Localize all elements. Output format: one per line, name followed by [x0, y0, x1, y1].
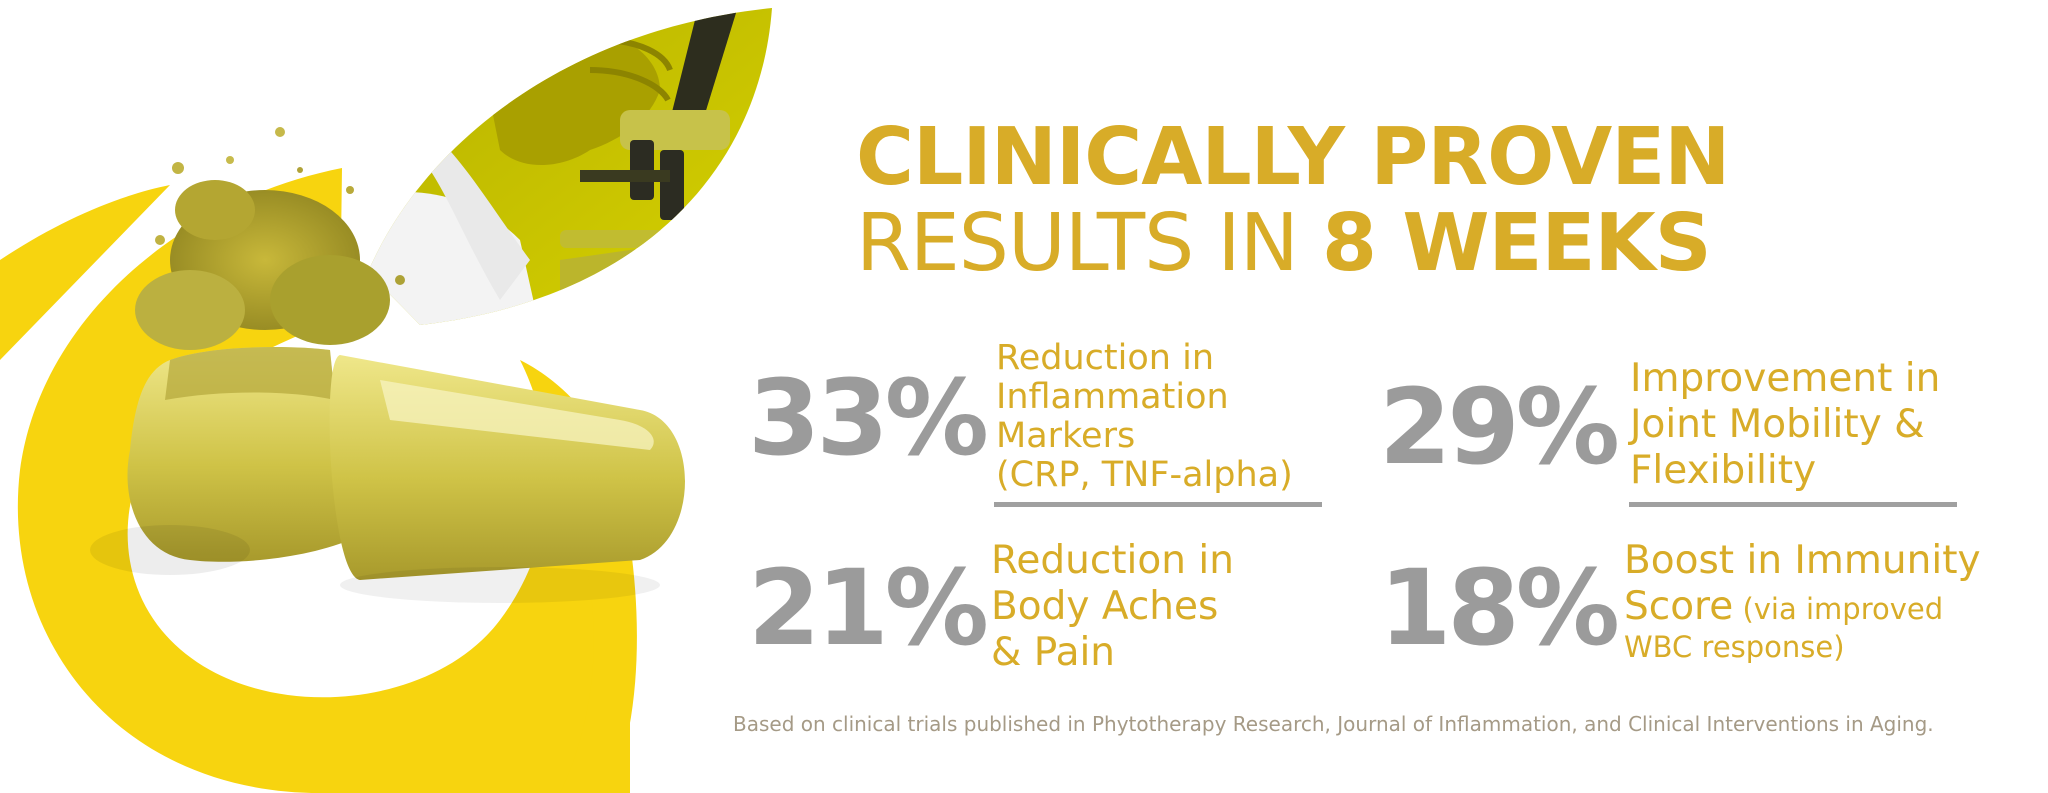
headline-line-1: CLINICALLY PROVEN: [856, 111, 1730, 203]
stat-description: Improvement in Joint Mobility & Flexibil…: [1630, 356, 1940, 494]
stat-divider: [1629, 502, 1957, 507]
stat-divider: [994, 502, 1322, 507]
stat-line-part: (via improved: [1733, 592, 1944, 626]
stat-description: Reduction in Body Aches & Pain: [991, 538, 1234, 676]
stat-line: Joint Mobility &: [1630, 402, 1925, 447]
powder-cloud: [135, 127, 405, 350]
stat-value: 21%: [748, 547, 989, 669]
hero-artwork: [0, 8, 772, 793]
stat-value: 18%: [1379, 547, 1620, 669]
stat-line: Inflammation: [996, 377, 1229, 417]
stat-line: Boost in Immunity: [1624, 538, 1981, 583]
stat-line: Reduction in: [996, 338, 1214, 378]
stat-line: Flexibility: [1630, 448, 1817, 493]
headline: CLINICALLY PROVEN RESULTS IN 8 WEEKS: [856, 111, 1730, 286]
stat-line: & Pain: [991, 630, 1116, 675]
headline-line-2: RESULTS IN 8 WEEKS: [856, 200, 1729, 286]
stat-line-part: Score: [1624, 584, 1734, 629]
stat-line: Markers: [996, 416, 1136, 456]
stat-line: (CRP, TNF-alpha): [996, 455, 1293, 495]
lab-microscope-leaf-image: [368, 8, 772, 325]
stat-line: Improvement in: [1630, 356, 1941, 401]
stat-value: 33%: [748, 357, 989, 479]
stat-line: Score (via improved: [1624, 584, 1981, 630]
stat-value: 29%: [1379, 366, 1620, 488]
headline-line-2-bold: 8 WEEKS: [1321, 197, 1712, 289]
stat-line: WBC response): [1624, 630, 1845, 664]
footnote: Based on clinical trials published in Ph…: [733, 712, 1934, 736]
stat-description: Boost in Immunity Score (via improved WB…: [1624, 538, 1981, 664]
stat-line: Reduction in: [991, 538, 1234, 583]
stat-description: Reduction in Inflammation Markers (CRP, …: [996, 339, 1293, 495]
open-capsule-image: [90, 347, 685, 603]
stat-line: Body Aches: [991, 584, 1219, 629]
headline-line-2-light: RESULTS IN: [856, 197, 1322, 289]
